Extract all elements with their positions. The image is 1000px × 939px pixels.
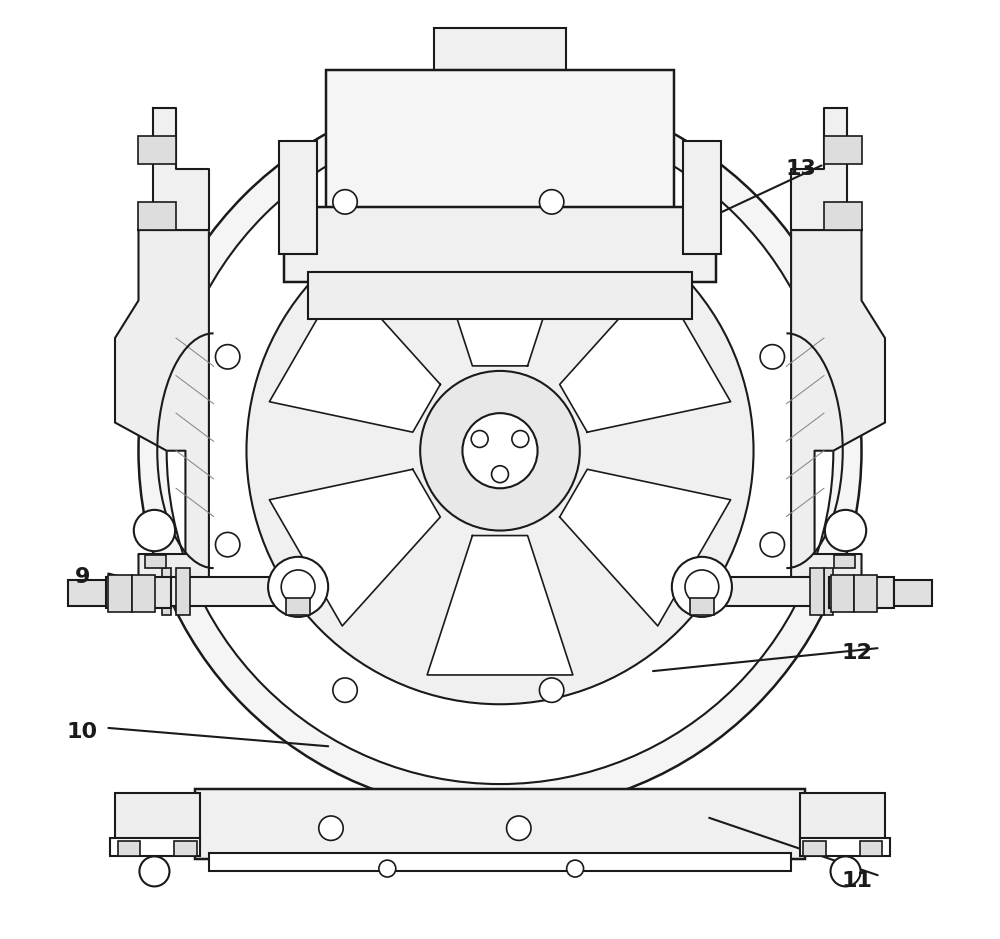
Circle shape: [379, 860, 396, 877]
Circle shape: [512, 430, 529, 448]
Bar: [195, 789, 805, 859]
Circle shape: [760, 345, 785, 369]
Bar: [162, 577, 289, 606]
Bar: [209, 853, 791, 871]
Bar: [138, 202, 176, 230]
Circle shape: [507, 816, 531, 840]
Bar: [810, 568, 824, 615]
Polygon shape: [560, 275, 731, 432]
Bar: [683, 141, 721, 254]
Circle shape: [134, 510, 175, 551]
Circle shape: [760, 532, 785, 557]
Circle shape: [333, 190, 357, 214]
Bar: [326, 70, 674, 216]
Polygon shape: [791, 230, 885, 582]
Bar: [115, 793, 200, 845]
Bar: [800, 793, 885, 845]
Circle shape: [825, 510, 866, 551]
Bar: [803, 841, 826, 856]
Circle shape: [215, 532, 240, 557]
Polygon shape: [269, 275, 440, 432]
Circle shape: [471, 430, 488, 448]
Polygon shape: [791, 108, 847, 230]
Bar: [434, 28, 566, 80]
Bar: [860, 841, 882, 856]
Circle shape: [138, 89, 862, 812]
Bar: [831, 575, 854, 612]
Text: 10: 10: [67, 722, 98, 743]
Circle shape: [167, 117, 833, 784]
Bar: [108, 575, 132, 612]
Polygon shape: [269, 470, 440, 626]
Text: 13: 13: [785, 159, 816, 179]
Bar: [284, 207, 716, 282]
Bar: [894, 580, 932, 606]
Bar: [834, 555, 855, 568]
Circle shape: [139, 856, 169, 886]
Circle shape: [319, 816, 343, 840]
Circle shape: [672, 557, 732, 617]
Circle shape: [333, 678, 357, 702]
Bar: [690, 598, 714, 615]
Bar: [68, 580, 106, 606]
Polygon shape: [115, 230, 209, 582]
Circle shape: [492, 466, 508, 483]
Circle shape: [539, 190, 564, 214]
Circle shape: [685, 570, 719, 604]
Text: 11: 11: [841, 870, 872, 891]
Polygon shape: [427, 226, 573, 366]
Circle shape: [539, 678, 564, 702]
Polygon shape: [427, 535, 573, 675]
Circle shape: [567, 860, 584, 877]
Bar: [824, 568, 833, 615]
Circle shape: [462, 413, 538, 488]
Bar: [132, 575, 155, 612]
Circle shape: [831, 856, 861, 886]
Polygon shape: [153, 108, 209, 230]
Bar: [118, 841, 140, 856]
Bar: [145, 555, 166, 568]
Bar: [106, 577, 171, 608]
Bar: [138, 136, 176, 164]
Bar: [110, 838, 200, 856]
Text: 9: 9: [74, 567, 90, 588]
Bar: [829, 577, 894, 608]
Circle shape: [281, 570, 315, 604]
Bar: [800, 838, 890, 856]
Text: 12: 12: [841, 642, 872, 663]
Bar: [174, 841, 197, 856]
Circle shape: [215, 345, 240, 369]
Bar: [824, 202, 862, 230]
Bar: [279, 141, 317, 254]
Bar: [854, 575, 877, 612]
Bar: [824, 136, 862, 164]
Bar: [308, 272, 692, 319]
Bar: [176, 568, 190, 615]
Circle shape: [246, 197, 754, 704]
Polygon shape: [560, 470, 731, 626]
Circle shape: [268, 557, 328, 617]
Bar: [162, 568, 171, 615]
Bar: [286, 598, 310, 615]
Bar: [711, 577, 838, 606]
Circle shape: [420, 371, 580, 531]
